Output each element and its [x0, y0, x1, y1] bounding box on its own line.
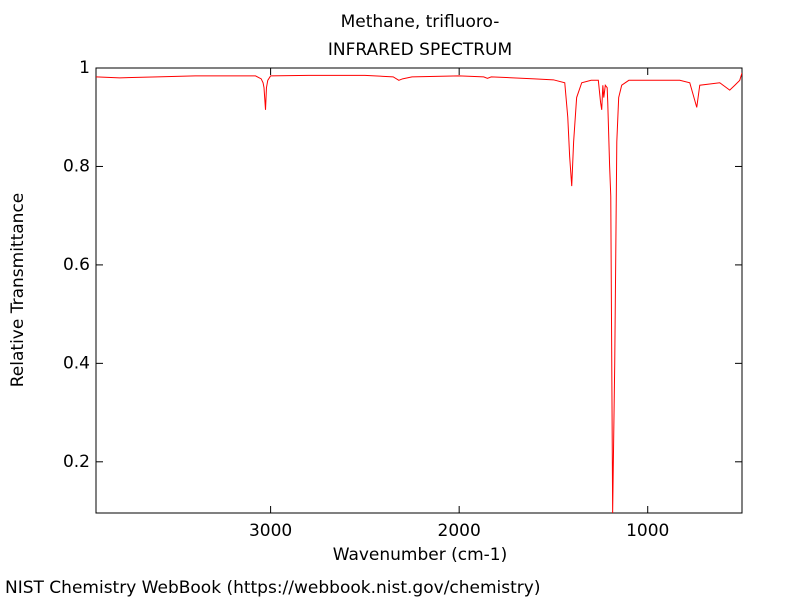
x-tick-label: 1000: [626, 521, 669, 541]
plot-frame: [95, 67, 743, 514]
chart-title: Methane, trifluoro-: [341, 12, 500, 32]
y-tick-label: 0.6: [63, 255, 90, 275]
x-tick-label: 3000: [249, 521, 292, 541]
y-axis-label: Relative Transmittance: [8, 193, 28, 388]
x-tick-label: 2000: [438, 521, 481, 541]
y-tick-label: 0.2: [63, 452, 90, 472]
y-tick-label: 1: [79, 58, 90, 78]
y-tick-label: 0.4: [63, 353, 90, 373]
source-note: NIST Chemistry WebBook (https://webbook.…: [5, 578, 540, 598]
chart-subtitle: INFRARED SPECTRUM: [328, 40, 512, 60]
x-axis-label: Wavenumber (cm-1): [333, 545, 508, 565]
y-tick-label: 0.8: [63, 156, 90, 176]
spectrum-line: [96, 72, 742, 513]
